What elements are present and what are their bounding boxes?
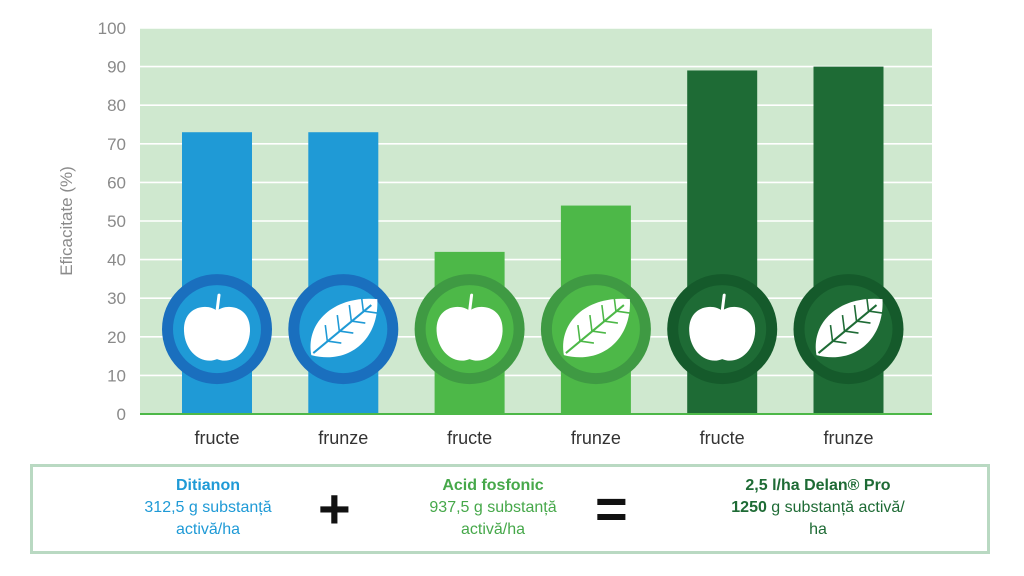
y-tick-label: 10 — [107, 366, 126, 385]
y-tick-label: 40 — [107, 251, 126, 270]
y-axis-label: Eficacitate (%) — [57, 166, 76, 276]
legend-ditianon-title: Ditianon — [176, 477, 240, 494]
legend-ditianon-line1: 312,5 g substanță — [144, 499, 272, 516]
legend-delan: 2,5 l/ha Delan® Pro 1250 g substanță act… — [673, 475, 963, 541]
equals-sign: = — [595, 477, 628, 540]
legend-ditianon-line2: activă/ha — [175, 521, 241, 538]
y-tick-label: 100 — [98, 19, 126, 38]
y-tick-label: 0 — [117, 405, 126, 424]
bar-icons — [162, 274, 904, 385]
plus-sign: + — [318, 477, 351, 540]
apple-icon — [667, 274, 778, 385]
legend-delan-line2: g substanță activă/ — [766, 499, 905, 516]
legend-delan-dose: 1250 — [731, 499, 767, 516]
legend-acid-line1: 937,5 g substanță — [429, 499, 557, 516]
x-category-label: frunze — [823, 428, 873, 448]
x-category-label: frunze — [571, 428, 621, 448]
y-tick-label: 80 — [107, 96, 126, 115]
x-category-label: fructe — [194, 428, 239, 448]
y-tick-label: 90 — [107, 58, 126, 77]
apple-icon — [414, 274, 525, 385]
x-category-label: fructe — [447, 428, 492, 448]
legend-acid: Acid fosfonic 937,5 g substanță activă/h… — [378, 475, 608, 541]
y-tick-label: 20 — [107, 328, 126, 347]
legend-ditianon: Ditianon 312,5 g substanță activă/ha — [93, 475, 323, 541]
leaf-icon — [793, 274, 904, 385]
x-axis-categories: fructe frunze fructe frunze fructe frunze — [194, 428, 873, 448]
y-tick-label: 50 — [107, 212, 126, 231]
legend-delan-title: 2,5 l/ha Delan® Pro — [745, 477, 891, 494]
x-category-label: frunze — [318, 428, 368, 448]
gridlines — [140, 27, 932, 377]
legend-box: Ditianon 312,5 g substanță activă/ha + A… — [30, 464, 990, 554]
bar-chart: 0 10 20 30 40 50 60 70 80 90 100 Eficacitate (%) f… — [57, 19, 932, 448]
x-category-label: fructe — [700, 428, 745, 448]
y-tick-label: 60 — [107, 173, 126, 192]
y-tick-label: 70 — [107, 135, 126, 154]
legend-delan-line3: ha — [809, 521, 827, 538]
apple-icon — [162, 274, 272, 385]
leaf-icon — [540, 274, 651, 385]
y-tick-label: 30 — [107, 289, 126, 308]
legend-acid-title: Acid fosfonic — [442, 477, 544, 494]
leaf-icon — [288, 274, 399, 385]
y-axis-ticks: 0 10 20 30 40 50 60 70 80 90 100 — [98, 19, 126, 424]
legend-acid-line2: activă/ha — [460, 521, 526, 538]
